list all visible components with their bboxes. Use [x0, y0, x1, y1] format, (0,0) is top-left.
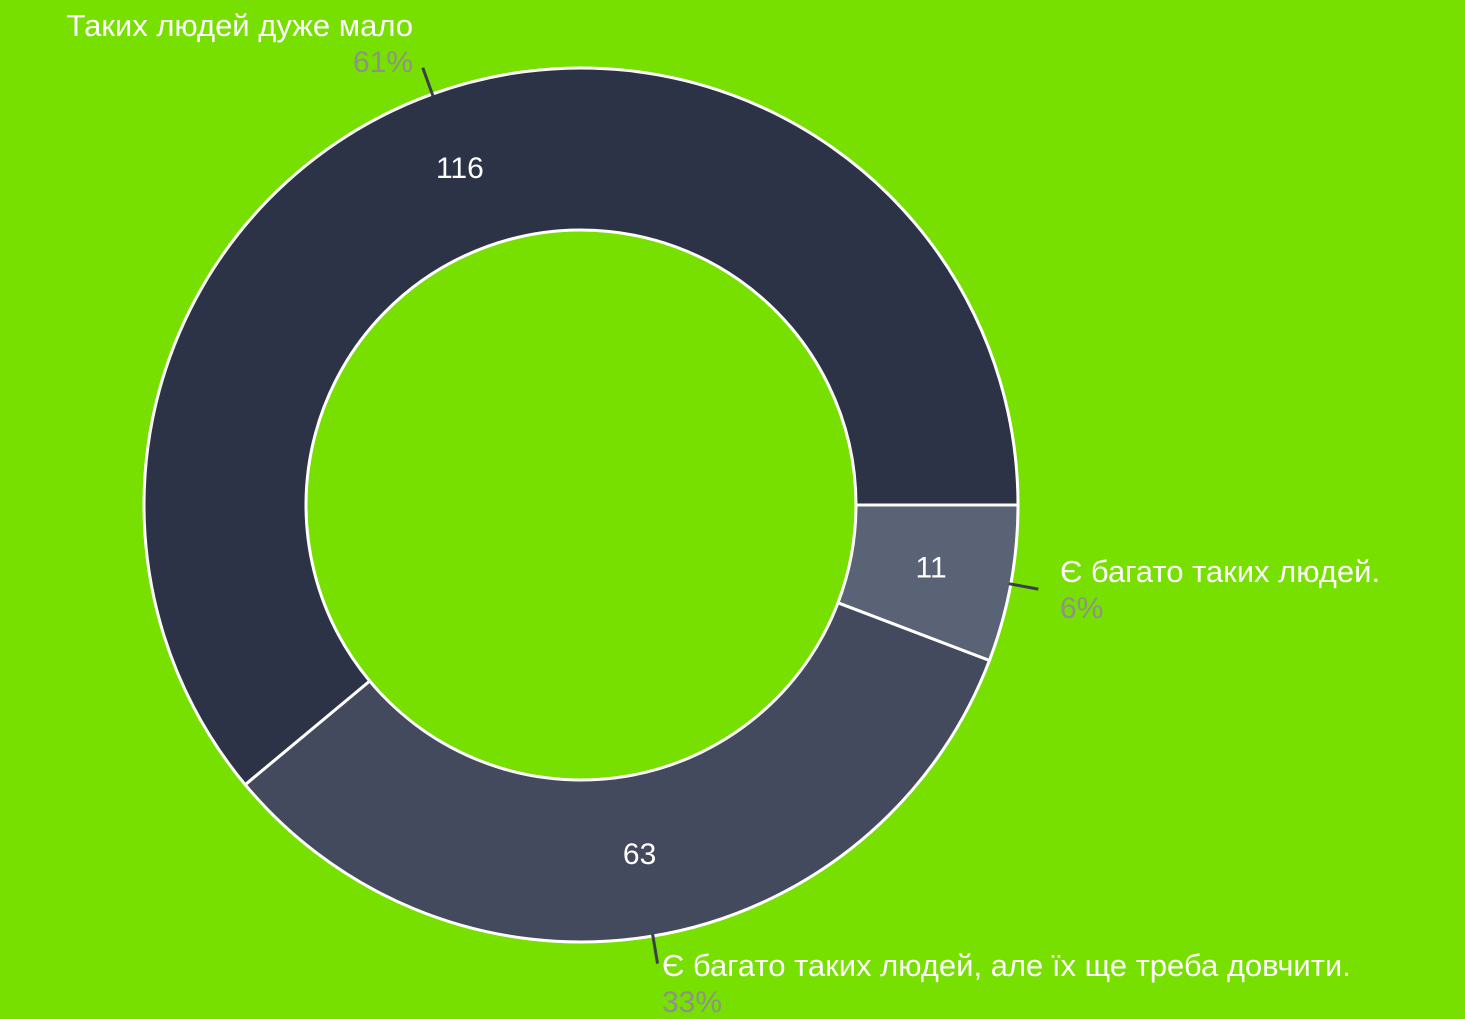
- leader-line: [421, 67, 435, 97]
- category-label: Є багато таких людей.: [1060, 554, 1380, 589]
- category-label: Таких людей дуже мало: [67, 8, 413, 43]
- value-label: 11: [916, 551, 947, 584]
- value-label: 116: [436, 152, 484, 185]
- percentage-label: 6%: [1060, 592, 1103, 625]
- category-label: Є багато таких людей, але їх ще треба до…: [662, 948, 1351, 983]
- percentage-label: 61%: [353, 46, 413, 79]
- percentage-label: 33%: [662, 986, 722, 1019]
- leader-line: [1008, 582, 1039, 591]
- donut-slice: [243, 600, 992, 944]
- leader-line: [651, 933, 660, 964]
- value-label: 63: [623, 838, 656, 871]
- donut-slice: [142, 66, 1020, 787]
